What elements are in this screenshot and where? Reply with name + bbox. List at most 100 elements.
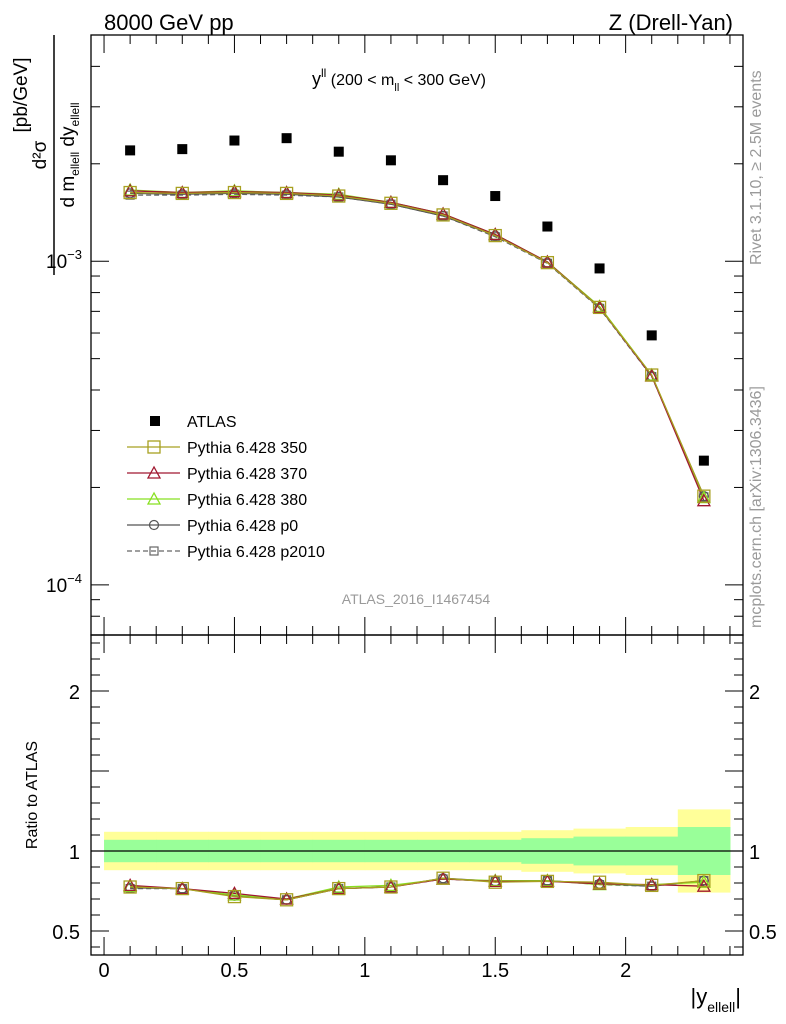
main-point-p350 [645, 368, 659, 382]
main-point-p370 [123, 183, 138, 197]
ratio-point-p350 [175, 881, 189, 896]
ratio-point-p350 [592, 875, 607, 889]
main-point-p370 [279, 185, 294, 199]
ratio-ytick-label: 2 [69, 682, 80, 704]
header-left: 8000 GeV pp [104, 10, 234, 35]
main-point-atlas [177, 144, 188, 155]
main-point-p350 [175, 186, 189, 201]
main-point-p350 [540, 255, 555, 270]
main-point-p370 [175, 185, 190, 199]
ratio-point-p350 [123, 880, 137, 894]
ratio-point-p380 [331, 879, 346, 893]
ratio-point-p350 [332, 881, 346, 896]
ratio-point-p350 [540, 874, 555, 889]
legend-label-p2010: Pythia 6.428 p2010 [187, 544, 325, 561]
title-post: < 300 GeV) [399, 72, 486, 89]
main-point-atlas [385, 155, 396, 166]
main-point-atlas [333, 146, 344, 157]
main-point-p350 [488, 228, 502, 243]
ylabel-den-sub1: ellell [68, 152, 82, 176]
xtick-label: 0.5 [221, 960, 249, 982]
main-point-p370 [696, 493, 711, 507]
main-point-p370 [488, 227, 503, 241]
main-ytick-label: 10−4 [46, 571, 82, 597]
title-sub: ll [394, 82, 399, 94]
main-axis-ticks: 10−210−310−4 [46, 34, 743, 636]
ratio-point-p350 [645, 878, 659, 893]
ylabel-den-b: dy [58, 126, 79, 152]
ratio-line-p0 [130, 877, 704, 901]
ratio-point-p370 [227, 886, 242, 900]
legend-marker-p370 [146, 465, 162, 479]
main-point-p370 [383, 195, 399, 209]
xlabel-main: |y [691, 984, 708, 1009]
ratio-ytick-label: 0.5 [52, 922, 80, 944]
ratio-point-p380 [227, 887, 242, 901]
ratio-point-p350 [697, 873, 711, 888]
legend-marker-p380 [146, 491, 162, 505]
ratio-point-p370 [488, 874, 503, 888]
ratio-point-p350 [436, 871, 450, 885]
main-point-atlas [542, 221, 553, 232]
ratio-point-p350 [279, 893, 294, 907]
main-ylabel: d²σ d mellell dyellell [30, 35, 82, 275]
main-point-p370 [435, 206, 451, 220]
legend: ATLAS Pythia 6.428 350 Pythia 6.428 370 Pyt… [127, 414, 325, 561]
legend-marker-p2010 [149, 546, 159, 556]
main-point-atlas [594, 263, 605, 274]
main-point-p350 [123, 185, 137, 200]
ratio-point-p370 [123, 878, 138, 892]
ratio-panel: 2 2 1 1 0.5 0.5 0 0.5 1 1.5 2 Ratio to ATLAS |yell… [24, 634, 777, 1015]
ratio-point-p370 [540, 874, 555, 888]
mcplots-label: mcplots.cern.ch [arXiv:1306.3436] [748, 386, 765, 628]
legend-label-atlas: ATLAS [187, 414, 237, 431]
main-point-p350 [436, 208, 450, 222]
ylabel-unit: [pb/GeV] [11, 58, 32, 133]
main-panel: 10−210−310−4 yll (200 < mll < 300 GeV) A… [11, 34, 744, 636]
ratio-point-p350 [227, 889, 242, 904]
ratio-ytick-label-right: 0.5 [749, 922, 777, 944]
legend-label-p350: Pythia 6.428 350 [187, 440, 307, 457]
ratio-point-p370 [696, 878, 711, 892]
xtick-label: 0 [98, 960, 109, 982]
ylabel-den-sub2: ellell [68, 102, 82, 126]
main-point-p350 [279, 186, 294, 201]
legend-label-p0: Pythia 6.428 p0 [187, 518, 298, 535]
ylabel-den-a: d m [58, 176, 79, 208]
ylabel-denominator: d mellell dyellell [58, 102, 82, 207]
ratio-ytick-label: 1 [69, 842, 80, 864]
title-pre: (200 < m [326, 72, 394, 89]
ratio-xlabel: |yellell| [691, 984, 741, 1015]
ratio-point-p370 [331, 881, 346, 895]
xlabel-sub: ellell [707, 999, 735, 1015]
main-point-p370 [592, 300, 607, 314]
main-point-p370 [540, 254, 555, 268]
main-point-p370 [331, 187, 346, 201]
legend-marker-atlas [150, 416, 160, 426]
ratio-ytick-label-right: 2 [749, 682, 760, 704]
main-point-p350 [332, 189, 346, 203]
rivet-label: Rivet 3.1.10, ≥ 2.5M events [748, 70, 765, 265]
main-point-atlas [438, 175, 449, 186]
main-point-atlas [125, 145, 136, 156]
main-point-p350 [384, 196, 398, 210]
ratio-frame [90, 634, 744, 956]
main-point-atlas [698, 455, 709, 466]
legend-label-p380: Pythia 6.428 380 [187, 492, 307, 509]
ylabel-numerator: d²σ [30, 140, 51, 169]
ratio-point-p370 [383, 879, 399, 893]
xtick-label: 1.5 [481, 960, 509, 982]
xtick-label: 1 [359, 960, 370, 982]
ratio-line-p350 [130, 877, 704, 901]
ratio-point-p370 [175, 881, 190, 895]
legend-label-p370: Pythia 6.428 370 [187, 466, 307, 483]
ratio-axis-ticks: 2 2 1 1 0.5 0.5 0 0.5 1 1.5 2 [52, 635, 777, 982]
ratio-point-p350 [488, 875, 502, 889]
legend-marker-p350 [147, 440, 161, 454]
main-plot-marks [123, 133, 711, 507]
xtick-label: 2 [620, 960, 631, 982]
ratio-ylabel: Ratio to ATLAS [24, 741, 41, 849]
header-right: Z (Drell-Yan) [609, 10, 733, 35]
